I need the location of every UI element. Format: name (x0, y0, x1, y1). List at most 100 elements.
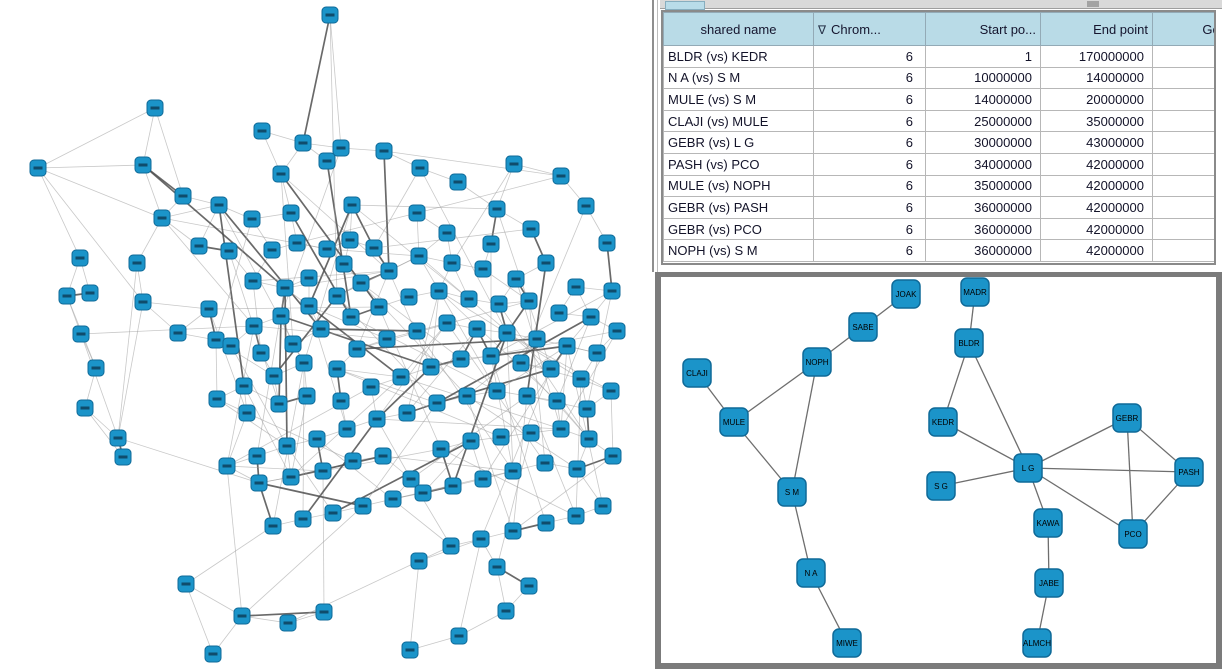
network-edge (406, 290, 440, 414)
table-cell: 6 (813, 239, 926, 262)
filtered-network-canvas[interactable]: JOAK SABE NOPH CLAJI MULE S M N A MIWE MADR BLDR K… (661, 277, 1216, 663)
network-edge (252, 280, 262, 354)
network-node-label (268, 524, 278, 528)
network-node-label: JOAK (896, 290, 918, 299)
network-node[interactable] (796, 558, 826, 588)
network-node[interactable] (1013, 453, 1043, 483)
network-node-label (404, 295, 414, 299)
network-node-label (432, 401, 442, 405)
network-node-label (80, 406, 90, 410)
column-header-0[interactable]: shared name (663, 12, 814, 46)
table-cell: 7.5 (1152, 88, 1214, 111)
network-node-label (91, 366, 101, 370)
network-node-label (75, 256, 85, 260)
network-edge (208, 308, 248, 414)
network-node[interactable] (1034, 568, 1064, 598)
network-node[interactable] (832, 628, 862, 658)
table-row[interactable]: N A (vs) S M610000000140000006.6 (663, 66, 1214, 90)
network-node-label (247, 217, 257, 221)
scrollbar-thumb[interactable] (1087, 1, 1099, 7)
table-row[interactable]: GEBR (vs) L G6300000004300000016.9 (663, 131, 1214, 154)
network-node-label: S M (785, 488, 800, 497)
network-node[interactable] (928, 407, 958, 437)
network-node-label (299, 361, 309, 365)
network-node-label (478, 477, 488, 481)
network-edge (506, 332, 514, 472)
network-edge (406, 328, 478, 414)
network-node[interactable] (719, 407, 749, 437)
network-node[interactable] (1112, 403, 1142, 433)
table-row[interactable]: PASH (vs) PCO6340000004200000011.4 (663, 152, 1214, 176)
table-cell: 36000000 (925, 196, 1041, 219)
network-node[interactable] (1118, 519, 1148, 549)
network-node-label (554, 311, 564, 315)
column-header-1[interactable]: ∇ Chrom... (813, 12, 926, 46)
network-node[interactable] (777, 477, 807, 507)
network-node-label: BLDR (958, 339, 980, 348)
network-node-label (447, 261, 457, 265)
network-node-label (606, 389, 616, 393)
network-node[interactable] (954, 328, 984, 358)
network-edge (560, 345, 568, 430)
network-node-label (586, 315, 596, 319)
network-edge (226, 412, 248, 467)
network-node-label (352, 347, 362, 351)
network-node[interactable] (926, 471, 956, 501)
network-node-label (336, 399, 346, 403)
network-node-label (304, 304, 314, 308)
full-network-canvas[interactable] (0, 0, 655, 669)
filtered-network-panel: JOAK SABE NOPH CLAJI MULE S M N A MIWE MADR BLDR K… (655, 272, 1222, 669)
network-node-label (414, 254, 424, 258)
table-cell: 6 (813, 88, 926, 111)
panel-splitter[interactable] (652, 0, 654, 272)
table-row[interactable]: MULE (vs) NOPH6350000004200000010.5 (663, 174, 1214, 198)
table-row[interactable]: NOPH (vs) S M636000000420000009.9 (663, 239, 1214, 262)
network-node[interactable] (802, 347, 832, 377)
network-node[interactable] (848, 312, 878, 342)
network-node-label (372, 417, 382, 421)
network-edge (142, 107, 156, 166)
filter-icon[interactable]: ∇ (818, 22, 827, 37)
network-node-label (248, 279, 258, 283)
network-node-label (298, 141, 308, 145)
network-node[interactable] (1174, 457, 1204, 487)
table-row[interactable]: GEBR (vs) PASH636000000420000008.9 (663, 196, 1214, 219)
network-node-label (204, 307, 214, 311)
table-row[interactable]: GEBR (vs) PCO636000000420000008.4 (663, 217, 1214, 241)
network-node-label: S G (934, 482, 948, 491)
column-header-2[interactable]: Start po... (925, 12, 1041, 46)
network-edge (383, 150, 390, 272)
network-node-label (249, 324, 259, 328)
attribute-table-body: BLDR (vs) KEDR61170000000192.0N A (vs) S… (663, 45, 1214, 262)
network-node-label: GEBR (1116, 414, 1139, 423)
network-edge (388, 270, 432, 368)
network-node[interactable] (682, 358, 712, 388)
network-node-label (486, 354, 496, 358)
network-node-label (242, 411, 252, 415)
network-node-label (582, 407, 592, 411)
table-row[interactable]: BLDR (vs) KEDR61170000000192.0 (663, 45, 1214, 68)
network-edge (556, 316, 592, 402)
network-node[interactable] (1022, 628, 1052, 658)
column-header-3[interactable]: End point (1040, 12, 1153, 46)
table-row[interactable]: CLAJI (vs) MULE625000000350000005.9 (663, 109, 1214, 133)
network-node-label (194, 244, 204, 248)
network-edge (512, 395, 528, 532)
network-node-label (325, 13, 335, 17)
table-cell: 30000000 (925, 131, 1041, 154)
network-node[interactable] (891, 279, 921, 309)
network-node[interactable] (1033, 508, 1063, 538)
network-node[interactable] (960, 277, 990, 307)
table-cell: 36000000 (925, 217, 1041, 241)
network-node-label (448, 484, 458, 488)
table-panel-toolbar (660, 0, 1222, 10)
table-cell: 1 (925, 45, 1041, 68)
network-node-label (612, 329, 622, 333)
column-header-4[interactable]: Genetic... (1152, 12, 1214, 46)
network-node-label (496, 435, 506, 439)
network-node-label (442, 231, 452, 235)
table-tab[interactable] (665, 1, 705, 10)
network-node-label (318, 469, 328, 473)
network-edge (287, 560, 420, 624)
table-row[interactable]: MULE (vs) S M614000000200000007.5 (663, 88, 1214, 111)
